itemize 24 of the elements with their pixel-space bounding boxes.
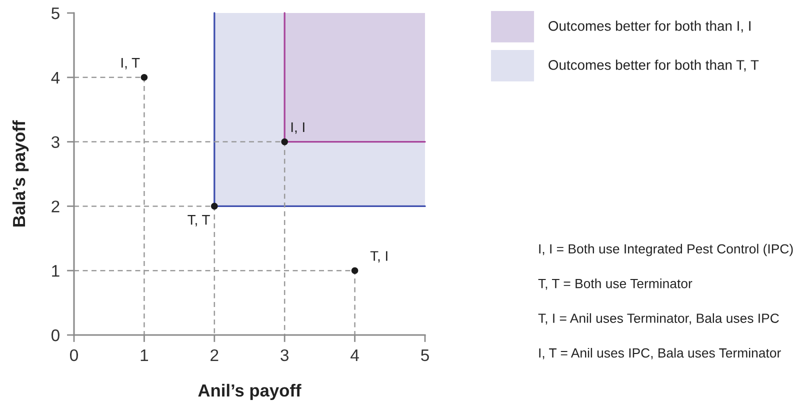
x-tick-label: 0 <box>70 349 78 362</box>
x-axis-title: Anil’s payoff <box>198 384 302 400</box>
annotation: T, I <box>370 251 388 263</box>
y-tick-label: 4 <box>51 72 60 84</box>
legend-label: Outcomes better for both than I, I <box>548 20 750 32</box>
y-tick-label: 2 <box>52 200 60 212</box>
x-tick-label: 1 <box>140 350 148 361</box>
annotation: I, I <box>291 122 304 134</box>
y-tick-label: 0 <box>51 329 60 342</box>
text: I, I = Both use Integrated Pest Control (IPC) <box>539 244 793 256</box>
legend-label: Outcomes better for both than T, T <box>548 60 759 72</box>
annotation: T, T <box>188 215 210 226</box>
annotation: I, T <box>122 58 140 70</box>
y-axis-title: Bala’s payoff <box>12 120 29 227</box>
x-tick-label: 5 <box>421 350 429 362</box>
y-tick-label: 1 <box>52 265 60 277</box>
x-tick-label: 2 <box>210 349 218 361</box>
x-tick-label: 4 <box>350 350 359 361</box>
text: T, T = Both use Terminator <box>538 278 692 290</box>
text: T, I = Anil uses Terminator, Bala uses IPC <box>538 313 779 324</box>
x-tick-label: 3 <box>280 349 288 362</box>
y-tick-label: 3 <box>51 136 60 148</box>
text: I, T = Anil uses IPC, Bala uses Terminator <box>539 348 781 360</box>
y-tick-label: 5 <box>52 8 60 20</box>
